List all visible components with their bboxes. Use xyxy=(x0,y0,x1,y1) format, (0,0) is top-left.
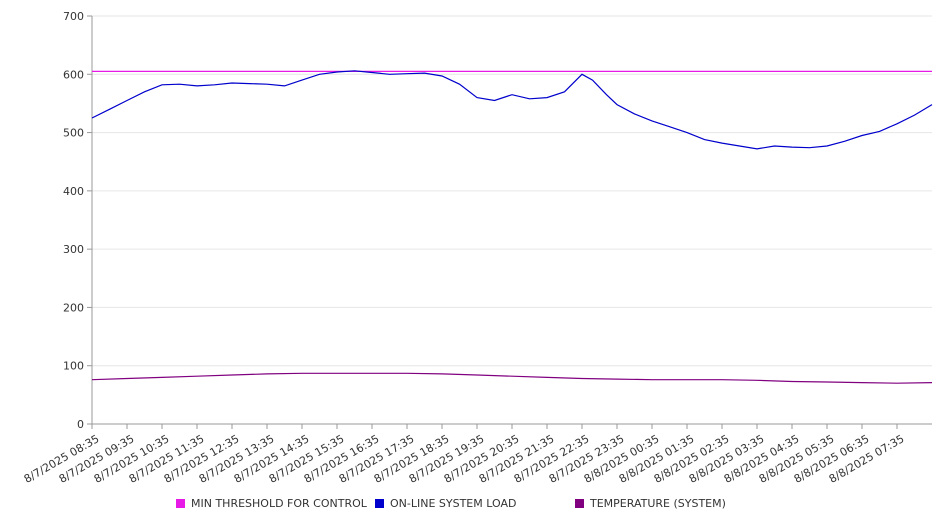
legend-label-load: ON-LINE SYSTEM LOAD xyxy=(390,497,517,510)
y-tick-label: 200 xyxy=(63,301,84,314)
legend-swatch-temperature xyxy=(575,499,584,508)
legend-item-threshold[interactable]: MIN THRESHOLD FOR CONTROL xyxy=(176,497,367,510)
y-tick-label: 0 xyxy=(77,418,84,431)
y-tick-label: 400 xyxy=(63,185,84,198)
y-tick-label: 500 xyxy=(63,127,84,140)
gridlines xyxy=(92,15,932,367)
legend-label-temperature: TEMPERATURE (SYSTEM) xyxy=(590,497,726,510)
series-line-1 xyxy=(91,70,933,150)
series-lines xyxy=(91,70,933,384)
legend-swatch-load xyxy=(375,499,384,508)
y-tick-label: 600 xyxy=(63,68,84,81)
y-tick-label: 100 xyxy=(63,360,84,373)
x-axis-ticks: 8/7/2025 08:358/7/2025 09:358/7/2025 10:… xyxy=(22,424,907,486)
legend-label-threshold: MIN THRESHOLD FOR CONTROL xyxy=(191,497,367,510)
series-line-2 xyxy=(91,372,933,384)
legend: MIN THRESHOLD FOR CONTROL ON-LINE SYSTEM… xyxy=(0,497,946,515)
y-tick-label: 300 xyxy=(63,243,84,256)
legend-item-load[interactable]: ON-LINE SYSTEM LOAD xyxy=(375,497,516,510)
legend-item-temperature[interactable]: TEMPERATURE (SYSTEM) xyxy=(575,497,726,510)
y-axis-ticks: 0 100 200 300 400 500 600 700 xyxy=(63,10,92,431)
y-tick-label: 700 xyxy=(63,10,84,23)
legend-swatch-threshold xyxy=(176,499,185,508)
